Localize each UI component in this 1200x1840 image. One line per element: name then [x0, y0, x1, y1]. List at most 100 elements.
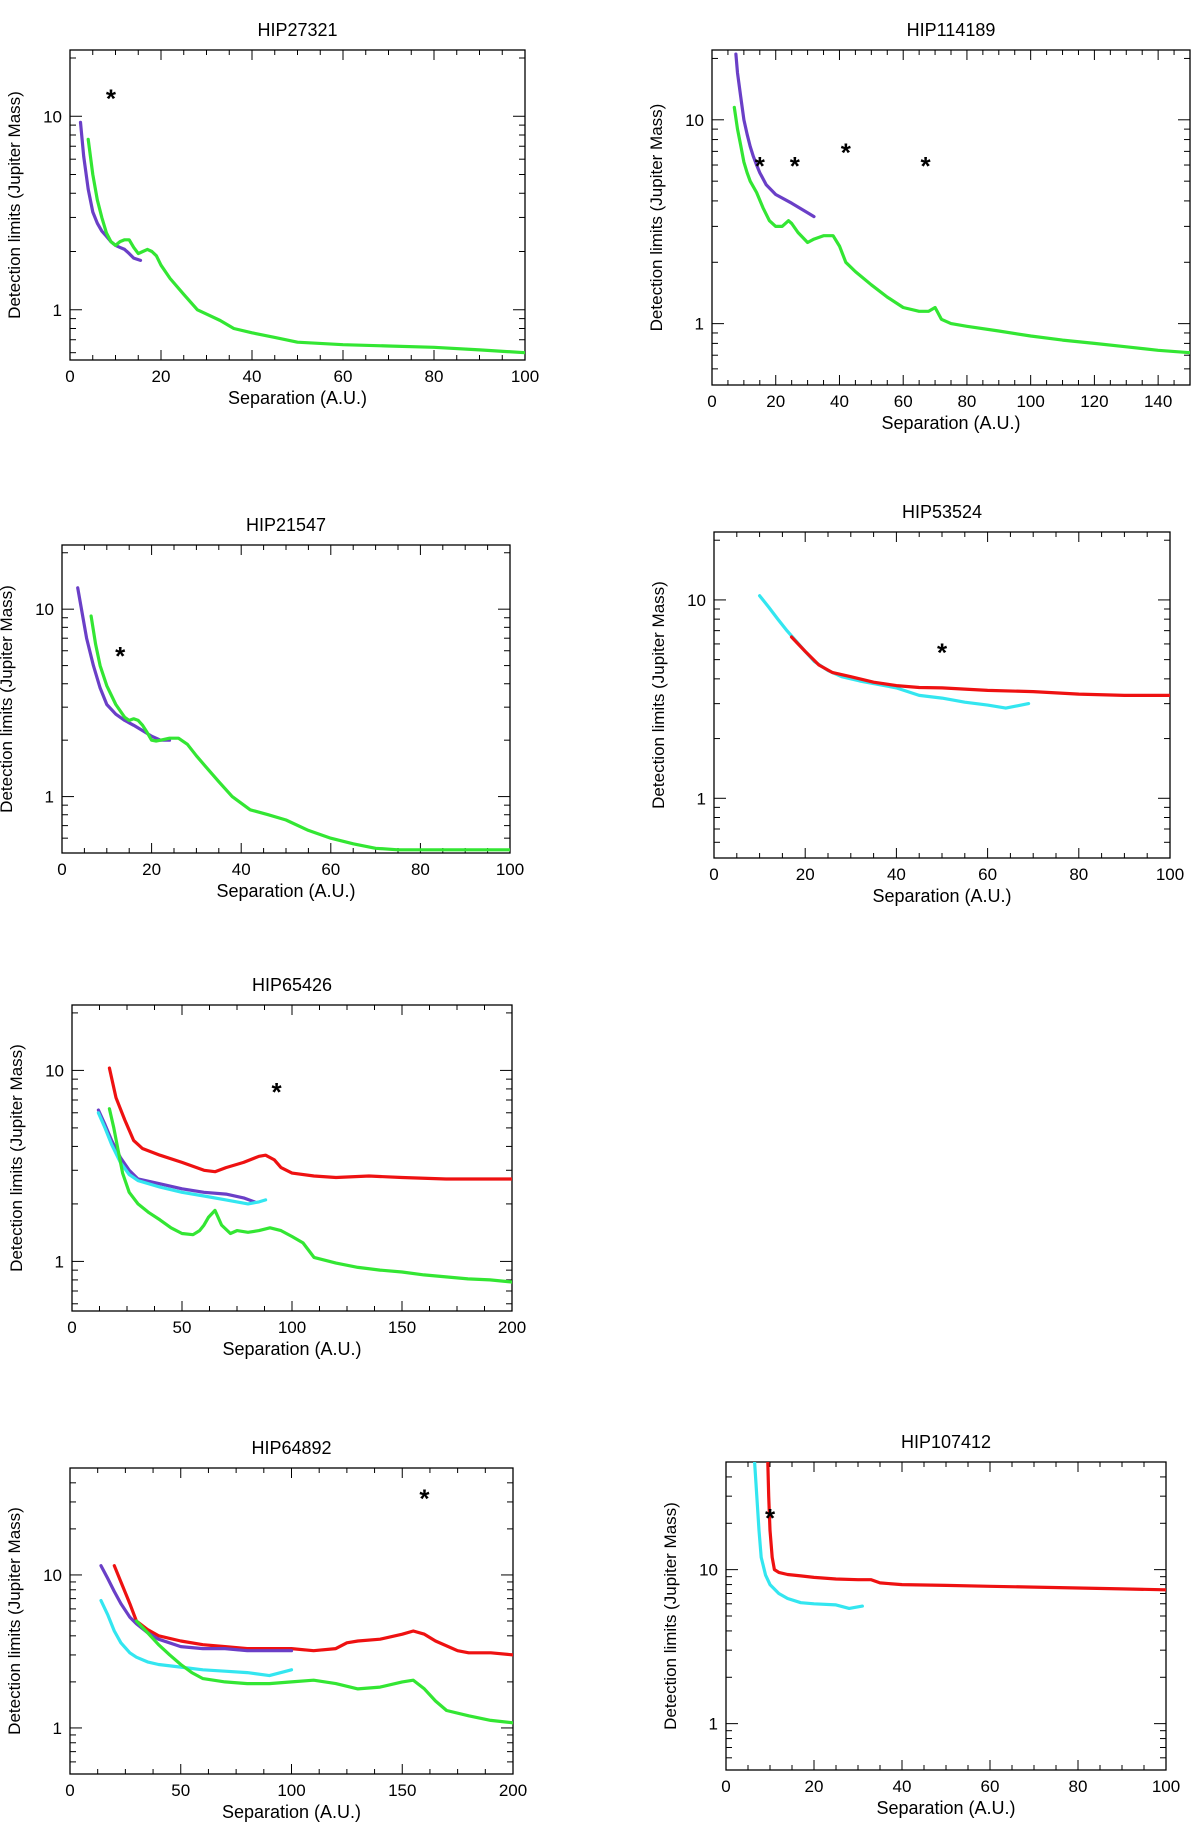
series-line-purple [734, 52, 816, 219]
companion-marker: * [841, 137, 852, 167]
chart-HIP64892: HIP64892 0 50 100 150 200 1 10 Separation (A.U.)… [5, 1438, 527, 1822]
x-tick-label: 0 [57, 860, 66, 879]
y-tick-label: 1 [55, 1252, 64, 1271]
series-line-cyan [99, 1598, 294, 1678]
y-axis-label: Detection limits (Jupiter Mass) [0, 585, 16, 813]
x-tick-label: 60 [981, 1777, 1000, 1796]
x-tick-label: 60 [978, 865, 997, 884]
chart-HIP53524: HIP53524 0 20 40 60 80 100 1 10 Separation (A.U.)… [649, 502, 1184, 906]
x-tick-label: 80 [411, 860, 430, 879]
x-axis-label: Separation (A.U.) [881, 413, 1020, 433]
x-tick-label: 20 [152, 367, 171, 386]
plot-frame [725, 1461, 1167, 1771]
plot-frame [69, 49, 526, 361]
x-tick-label: 80 [1069, 865, 1088, 884]
chart-HIP65426: HIP65426 0 50 100 150 200 1 10 Separation (A.U.)… [7, 975, 526, 1359]
y-axis-label: Detection limits (Jupiter Mass) [5, 91, 24, 319]
x-tick-label: 0 [65, 367, 74, 386]
y-tick-label: 1 [695, 315, 704, 334]
plot-frame [711, 49, 1191, 386]
plot-frame [61, 544, 511, 854]
x-tick-label: 20 [796, 865, 815, 884]
x-tick-label: 50 [171, 1781, 190, 1800]
y-tick-label: 10 [43, 107, 62, 126]
series-line-cyan [752, 1462, 865, 1611]
x-tick-label: 100 [1152, 1777, 1180, 1796]
companion-marker: * [937, 637, 948, 667]
x-tick-label: 120 [1080, 392, 1108, 411]
x-axis-label: Separation (A.U.) [216, 881, 355, 901]
series-line-cyan [96, 1111, 268, 1206]
y-axis-label: Detection limits (Jupiter Mass) [5, 1507, 24, 1735]
series-line-green [134, 1619, 513, 1725]
y-tick-label: 10 [43, 1566, 62, 1585]
y-tick-label: 10 [45, 1061, 64, 1080]
chart-title: HIP53524 [902, 502, 982, 522]
companion-marker: * [920, 151, 931, 181]
x-tick-label: 100 [511, 367, 539, 386]
x-tick-label: 100 [277, 1781, 305, 1800]
chart-title: HIP114189 [907, 20, 996, 40]
x-tick-label: 40 [243, 367, 262, 386]
x-tick-label: 40 [893, 1777, 912, 1796]
x-axis-label: Separation (A.U.) [222, 1339, 361, 1359]
x-tick-label: 60 [334, 367, 353, 386]
series-line-red [789, 635, 1170, 698]
x-tick-label: 150 [388, 1318, 416, 1337]
y-tick-label: 10 [699, 1561, 718, 1580]
series-line-green [732, 105, 1190, 355]
y-tick-label: 10 [685, 111, 704, 130]
x-tick-label: 140 [1144, 392, 1172, 411]
x-tick-label: 0 [721, 1777, 730, 1796]
x-tick-label: 0 [707, 392, 716, 411]
chart-title: HIP107412 [901, 1432, 991, 1452]
chart-HIP21547: HIP21547 0 20 40 60 80 100 1 10 Separation (A.U.)… [0, 515, 524, 901]
x-tick-label: 20 [142, 860, 161, 879]
series-line-green [89, 614, 510, 852]
x-tick-label: 20 [766, 392, 785, 411]
series-line-purple [76, 586, 172, 742]
x-axis-label: Separation (A.U.) [222, 1802, 361, 1822]
x-tick-label: 40 [232, 860, 251, 879]
y-axis-label: Detection limits (Jupiter Mass) [649, 581, 668, 809]
y-axis-label: Detection limits (Jupiter Mass) [7, 1044, 26, 1272]
y-tick-label: 1 [697, 789, 706, 808]
x-tick-label: 200 [499, 1781, 527, 1800]
x-tick-label: 150 [388, 1781, 416, 1800]
x-tick-label: 100 [1016, 392, 1044, 411]
companion-marker: * [106, 84, 117, 114]
y-tick-label: 1 [53, 301, 62, 320]
y-tick-label: 10 [687, 591, 706, 610]
x-tick-label: 0 [65, 1781, 74, 1800]
chart-title: HIP64892 [251, 1438, 331, 1458]
x-axis-label: Separation (A.U.) [876, 1798, 1015, 1818]
x-tick-label: 200 [498, 1318, 526, 1337]
series-line-green [86, 137, 525, 355]
chart-HIP27321: HIP27321 0 20 40 60 80 100 1 10 Separation (A.U.)… [5, 20, 539, 408]
x-axis-label: Separation (A.U.) [228, 388, 367, 408]
x-tick-label: 60 [321, 860, 340, 879]
series-line-purple [99, 1564, 294, 1653]
x-tick-label: 50 [173, 1318, 192, 1337]
y-tick-label: 1 [709, 1715, 718, 1734]
y-axis-label: Detection limits (Jupiter Mass) [661, 1502, 680, 1730]
x-tick-label: 40 [887, 865, 906, 884]
companion-marker: * [790, 151, 801, 181]
x-tick-label: 0 [67, 1318, 76, 1337]
y-tick-label: 10 [35, 600, 54, 619]
companion-marker: * [115, 641, 126, 671]
companion-marker: * [272, 1077, 283, 1107]
series-line-red [107, 1066, 512, 1181]
companion-marker: * [765, 1503, 776, 1533]
companion-marker: * [419, 1484, 430, 1514]
series-line-purple [96, 1108, 257, 1204]
plot-frame [71, 1004, 513, 1312]
series-line-red [112, 1564, 513, 1657]
x-tick-label: 40 [830, 392, 849, 411]
x-tick-label: 0 [709, 865, 718, 884]
x-tick-label: 100 [278, 1318, 306, 1337]
x-tick-label: 100 [496, 860, 524, 879]
y-tick-label: 1 [53, 1719, 62, 1738]
x-tick-label: 20 [805, 1777, 824, 1796]
